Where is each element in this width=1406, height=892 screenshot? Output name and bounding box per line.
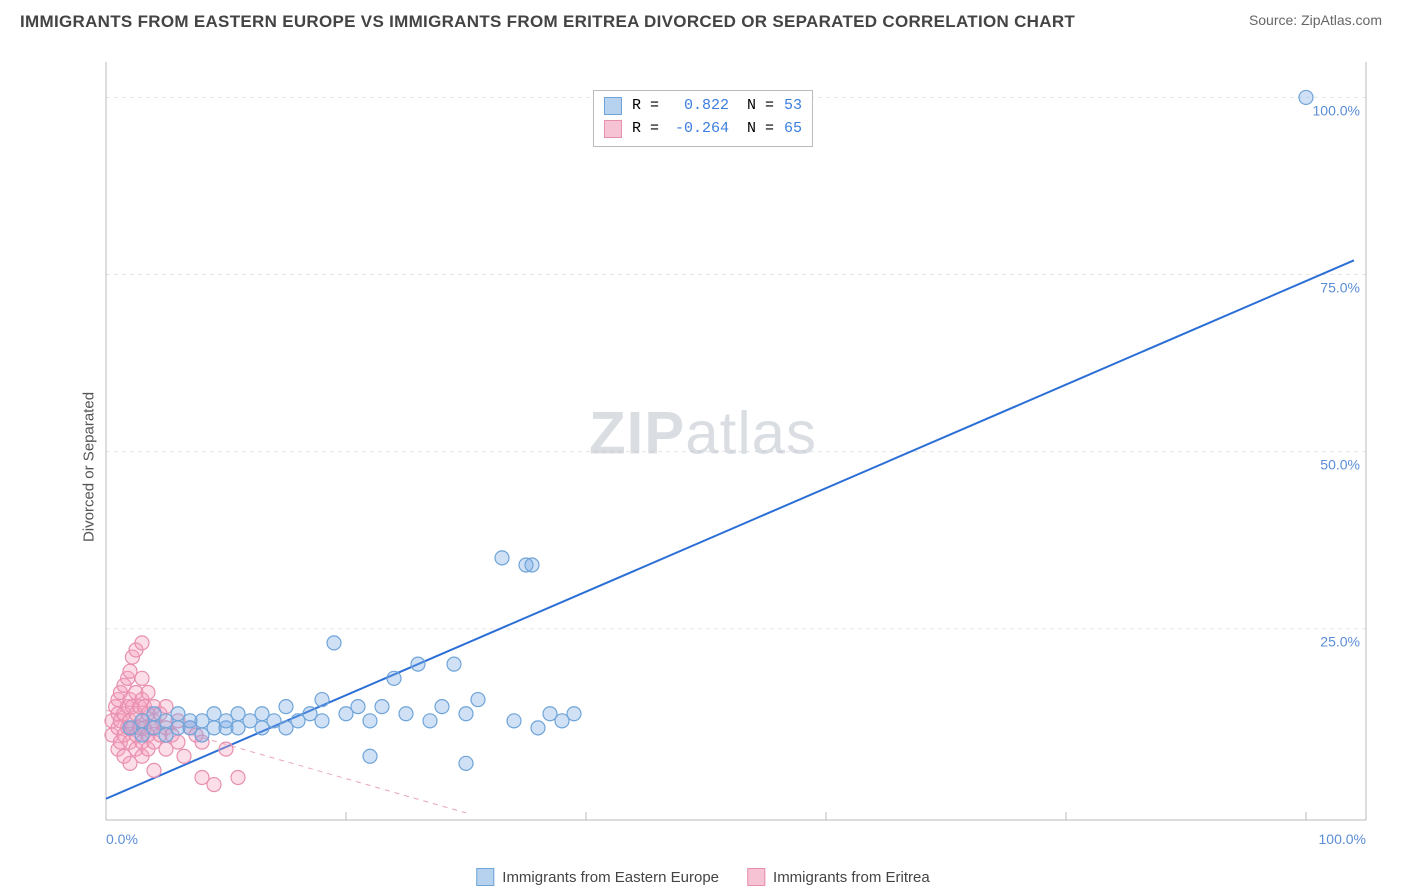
source-link[interactable]: ZipAtlas.com xyxy=(1301,12,1382,28)
svg-text:100.0%: 100.0% xyxy=(1319,831,1366,847)
r-value-blue: 0.822 xyxy=(669,95,729,118)
n-value-pink: 65 xyxy=(784,118,802,141)
r-label-blue: R = xyxy=(632,95,659,118)
chart-container: Divorced or Separated ZIPatlas 25.0%50.0… xyxy=(0,42,1406,892)
scatter-chart: 25.0% 50.0% 75.0% 100.0% 0.0% 100.0% xyxy=(48,42,1378,852)
svg-text:100.0%: 100.0% xyxy=(1313,102,1360,118)
legend-swatch-blue xyxy=(604,97,622,115)
svg-text:25.0%: 25.0% xyxy=(1320,634,1360,650)
svg-text:50.0%: 50.0% xyxy=(1320,457,1360,473)
r-label-pink: R = xyxy=(632,118,659,141)
legend-swatch-blue-bottom xyxy=(476,868,494,886)
correlation-legend: R = 0.822 N = 53 R = -0.264 N = 65 xyxy=(593,90,813,147)
legend-swatch-pink xyxy=(604,120,622,138)
legend-label-pink: Immigrants from Eritrea xyxy=(773,869,930,886)
source-label: Source: xyxy=(1249,12,1297,28)
n-value-blue: 53 xyxy=(784,95,802,118)
source-attribution: Source: ZipAtlas.com xyxy=(1249,12,1382,28)
y-axis-label: Divorced or Separated xyxy=(81,392,98,542)
legend-swatch-pink-bottom xyxy=(747,868,765,886)
n-label-blue: N = xyxy=(747,95,774,118)
legend-item-blue: Immigrants from Eastern Europe xyxy=(476,868,719,886)
svg-text:75.0%: 75.0% xyxy=(1320,280,1360,296)
series-legend: Immigrants from Eastern Europe Immigrant… xyxy=(476,868,929,886)
legend-row-blue: R = 0.822 N = 53 xyxy=(604,95,802,118)
svg-text:0.0%: 0.0% xyxy=(106,831,138,847)
legend-item-pink: Immigrants from Eritrea xyxy=(747,868,930,886)
r-value-pink: -0.264 xyxy=(669,118,729,141)
legend-row-pink: R = -0.264 N = 65 xyxy=(604,118,802,141)
n-label-pink: N = xyxy=(747,118,774,141)
chart-title: IMMIGRANTS FROM EASTERN EUROPE VS IMMIGR… xyxy=(20,12,1075,32)
legend-label-blue: Immigrants from Eastern Europe xyxy=(502,869,719,886)
